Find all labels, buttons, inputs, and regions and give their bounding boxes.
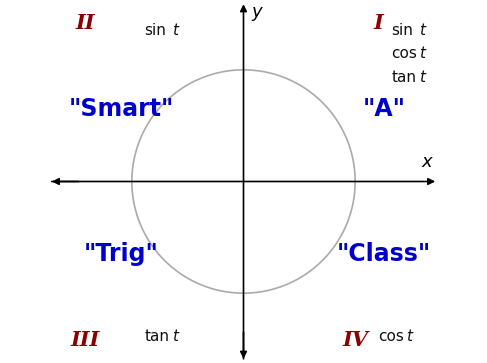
Text: tan: tan bbox=[145, 329, 169, 344]
Text: t: t bbox=[172, 329, 178, 344]
Text: tan: tan bbox=[391, 70, 416, 85]
Text: II: II bbox=[75, 13, 95, 33]
Text: t: t bbox=[419, 46, 425, 61]
Text: III: III bbox=[71, 330, 100, 350]
Text: t: t bbox=[172, 23, 178, 38]
Text: "Class": "Class" bbox=[337, 241, 431, 266]
Text: cos: cos bbox=[378, 329, 405, 344]
Text: t: t bbox=[407, 329, 412, 344]
Text: sin: sin bbox=[391, 23, 413, 38]
Text: cos: cos bbox=[391, 46, 417, 61]
Text: "Trig": "Trig" bbox=[84, 241, 158, 266]
Text: $x$: $x$ bbox=[421, 153, 434, 171]
Text: I: I bbox=[374, 13, 383, 33]
Text: "A": "A" bbox=[362, 97, 406, 122]
Text: "Smart": "Smart" bbox=[68, 97, 174, 122]
Text: $y$: $y$ bbox=[251, 5, 264, 23]
Text: IV: IV bbox=[342, 330, 368, 350]
Text: t: t bbox=[419, 23, 425, 38]
Text: sin: sin bbox=[145, 23, 167, 38]
Text: t: t bbox=[419, 70, 425, 85]
